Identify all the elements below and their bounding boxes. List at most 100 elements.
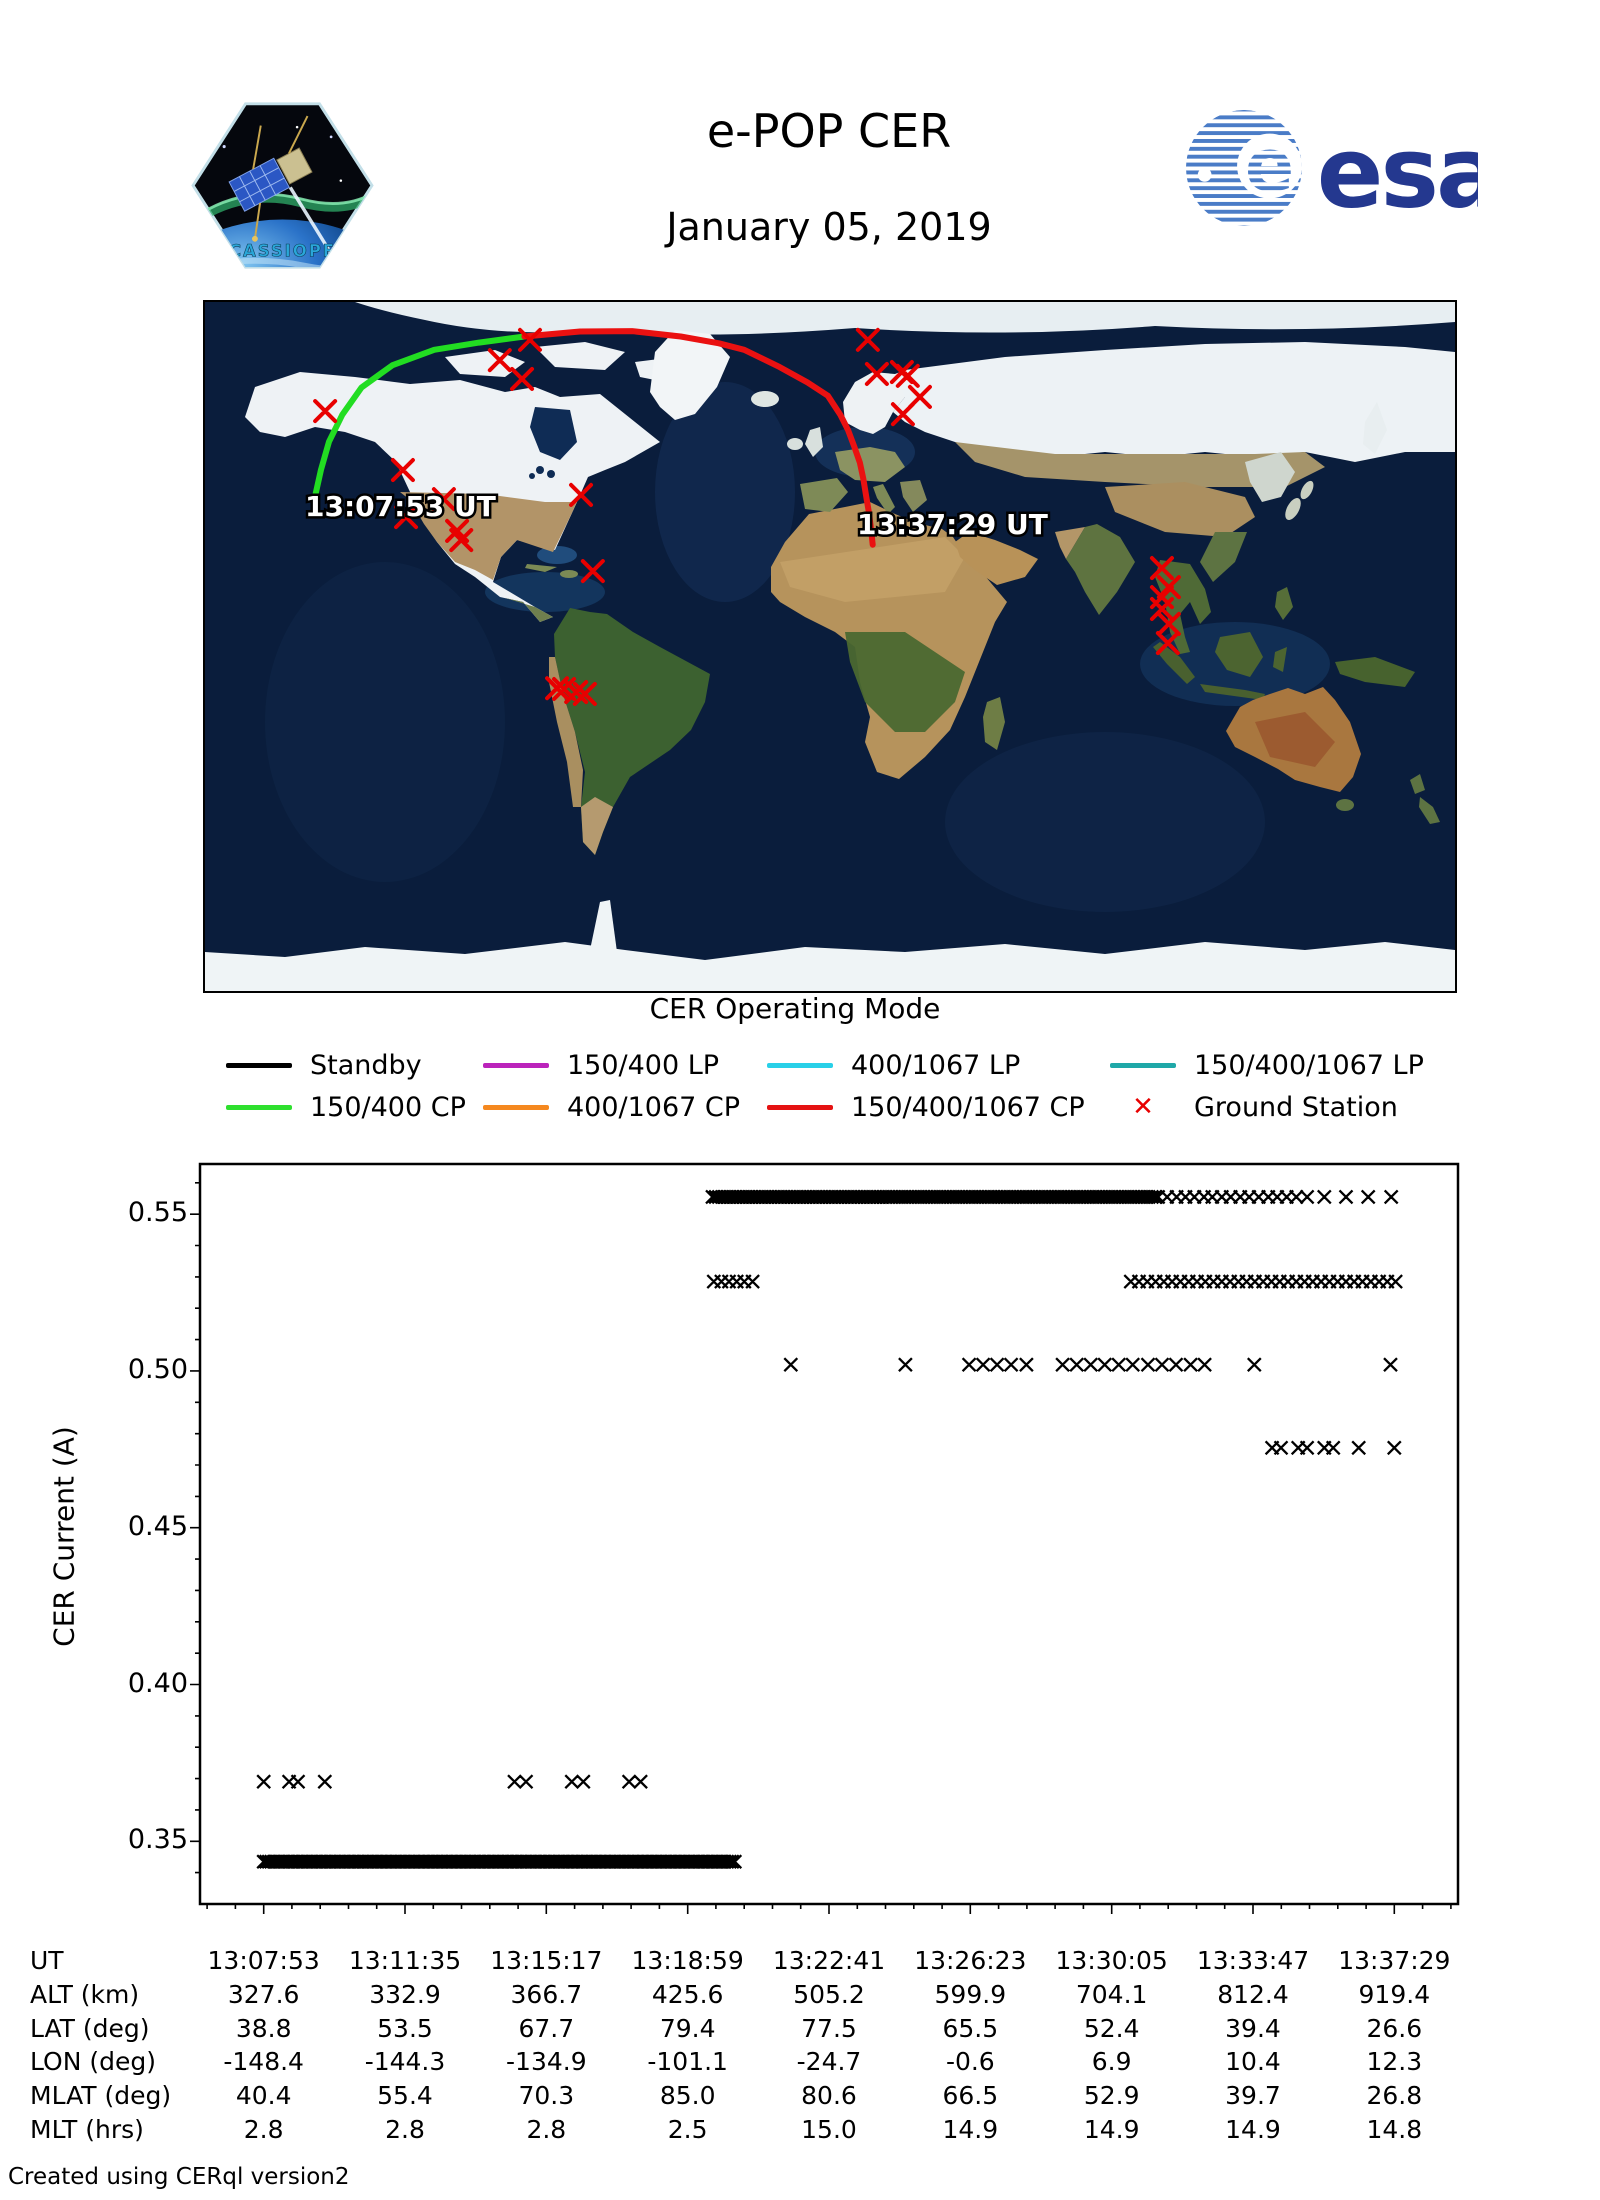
table-cell: 52.4 (1083, 2014, 1140, 2043)
legend-item-label: 400/1067 LP (851, 1049, 1021, 1081)
table-cell: 77.5 (801, 2014, 857, 2043)
legend-item-label: Standby (310, 1049, 422, 1081)
world-map: 13:07:53 UT 13:37:29 UT (203, 300, 1457, 993)
table-cell: 85.0 (659, 2081, 716, 2110)
table-cell: 812.4 (1217, 1980, 1289, 2009)
table-cell: 6.9 (1091, 2047, 1132, 2076)
table-cell: 40.4 (235, 2081, 292, 2110)
legend-item-label: 150/400 CP (310, 1091, 466, 1123)
table-cell: 10.4 (1225, 2047, 1281, 2076)
svg-text:e: e (1245, 124, 1294, 209)
legend-item-150-400-1067-lp: 150/400/1067 LP (1110, 1048, 1424, 1082)
table-cell: 2.8 (385, 2115, 425, 2144)
legend-item-label: 150/400 LP (567, 1049, 720, 1081)
table-cell: 13:07:53 (207, 1946, 320, 1975)
table-cell: 505.2 (793, 1980, 865, 2009)
table-cell: -134.9 (506, 2047, 587, 2076)
table-cell: 13:22:41 (772, 1946, 886, 1975)
table-cell: 15.0 (801, 2115, 857, 2144)
legend-line-swatch (483, 1062, 549, 1068)
legend-line-swatch (767, 1062, 833, 1068)
table-cell: 26.8 (1366, 2081, 1423, 2110)
y-tick-label: 0.55 (127, 1197, 188, 1229)
table-cell: -101.1 (647, 2047, 728, 2076)
table-cell: 13:37:29 (1338, 1946, 1451, 1975)
esa-wordmark: esa (1317, 116, 1478, 230)
legend-title: CER Operating Mode (649, 992, 941, 1025)
legend-item-400-1067-lp: 400/1067 LP (767, 1048, 1020, 1082)
legend-item-150-400-cp: 150/400 CP (226, 1090, 466, 1124)
cassiope-mission-patch: CASSIOPE (191, 102, 374, 269)
legend-item-label: 150/400/1067 LP (1194, 1049, 1424, 1081)
legend-item-150-400-lp: 150/400 LP (483, 1048, 719, 1082)
track-end-time-label: 13:37:29 UT (857, 508, 1048, 541)
legend-item-150-400-1067-cp: 150/400/1067 CP (767, 1090, 1085, 1124)
table-cell: 66.5 (942, 2081, 999, 2110)
table-cell: -148.4 (223, 2047, 304, 2076)
table-cell: 80.6 (801, 2081, 857, 2110)
y-tick-label: 0.40 (127, 1667, 188, 1699)
legend-line-swatch (226, 1062, 292, 1068)
table-cell: 14.8 (1366, 2115, 1423, 2144)
table-cell: 13:30:05 (1055, 1946, 1168, 1975)
page-date-subtitle: January 05, 2019 (666, 205, 992, 249)
table-cell: 52.9 (1083, 2081, 1140, 2110)
table-cell: 55.4 (377, 2081, 433, 2110)
table-cell: -24.7 (796, 2047, 862, 2076)
table-cell: 599.9 (934, 1980, 1007, 2009)
table-cell: 425.6 (651, 1980, 724, 2009)
table-cell: 38.8 (235, 2014, 292, 2043)
cer-current-plot (190, 1162, 1460, 1914)
table-cell: 919.4 (1358, 1980, 1431, 2009)
table-cell: 13:11:35 (348, 1946, 462, 1975)
table-cell: -144.3 (364, 2047, 446, 2076)
table-cell: 2.8 (243, 2115, 284, 2144)
table-cell: 14.9 (1225, 2115, 1281, 2144)
table-cell: 332.9 (369, 1980, 441, 2009)
table-row-label: LON (deg) (30, 2047, 156, 2076)
legend-item-label: 150/400/1067 CP (851, 1091, 1085, 1123)
satellite-ground-track (311, 328, 876, 548)
table-cell: 67.7 (518, 2014, 575, 2043)
table-cell: 13:26:23 (914, 1946, 1027, 1975)
table-cell: 366.7 (510, 1980, 583, 2009)
table-cell: 12.3 (1366, 2047, 1423, 2076)
table-cell: 14.9 (1083, 2115, 1140, 2144)
legend-item-ground-station: ✕ Ground Station (1110, 1090, 1398, 1124)
y-axis-label: CER Current (A) (47, 1426, 81, 1647)
y-tick-label: 0.50 (127, 1353, 188, 1385)
esa-logo: e esa (1185, 109, 1478, 230)
table-cell: 79.4 (659, 2014, 716, 2043)
table-row-label: LAT (deg) (30, 2014, 150, 2043)
table-cell: 704.1 (1075, 1980, 1148, 2009)
legend-line-swatch (1110, 1062, 1176, 1068)
axis-ticks (190, 1182, 1452, 1914)
table-row-label: MLT (hrs) (30, 2115, 144, 2144)
legend-line-swatch (767, 1104, 833, 1110)
footer-credit: Created using CERql version2 (8, 2164, 350, 2190)
legend-item-label: Ground Station (1194, 1091, 1398, 1123)
table-cell: 65.5 (942, 2014, 999, 2043)
scatter-markers (256, 1189, 1403, 1870)
table-cell: 327.6 (227, 1980, 300, 2009)
table-cell: -0.6 (945, 2047, 995, 2076)
continents (205, 302, 1455, 991)
legend-item-400-1067-cp: 400/1067 CP (483, 1090, 740, 1124)
patch-mission-name: CASSIOPE (229, 241, 336, 260)
table-cell: 13:33:47 (1196, 1946, 1310, 1975)
table-cell: 26.6 (1366, 2014, 1423, 2043)
table-cell: 39.4 (1225, 2014, 1281, 2043)
y-tick-label: 0.45 (127, 1510, 188, 1542)
ground-station-markers (313, 327, 1181, 706)
table-cell: 39.7 (1225, 2081, 1281, 2110)
table-cell: 14.9 (942, 2115, 999, 2144)
table-cell: 13:18:59 (631, 1946, 744, 1975)
table-cell: 53.5 (377, 2014, 433, 2043)
y-tick-label: 0.35 (127, 1824, 188, 1856)
page-title: e-POP CER (706, 104, 952, 158)
table-row-label: ALT (km) (30, 1980, 140, 2009)
table-cell: 70.3 (518, 2081, 575, 2110)
legend-item-label: 400/1067 CP (567, 1091, 741, 1123)
legend-cross-icon: ✕ (1132, 1092, 1154, 1122)
